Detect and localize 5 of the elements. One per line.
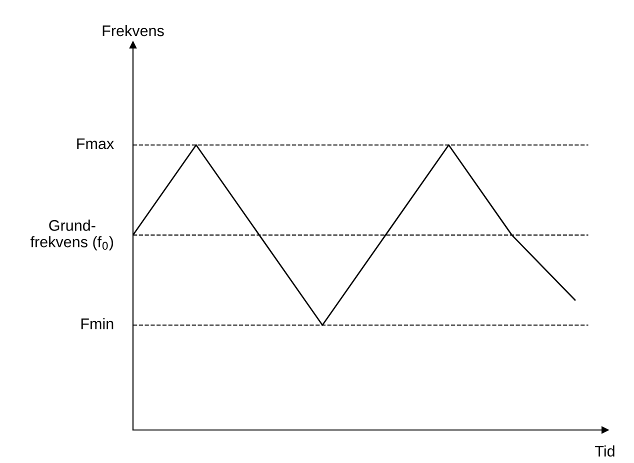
- ref-line-label: Grund- frekvens (f$_{0}$): [30, 220, 114, 250]
- ref-line-label: Fmin: [81, 318, 114, 330]
- x-axis-title: Tid: [595, 445, 614, 457]
- text: Frekvens: [102, 24, 164, 36]
- ref-line-label: Fmax: [77, 138, 114, 150]
